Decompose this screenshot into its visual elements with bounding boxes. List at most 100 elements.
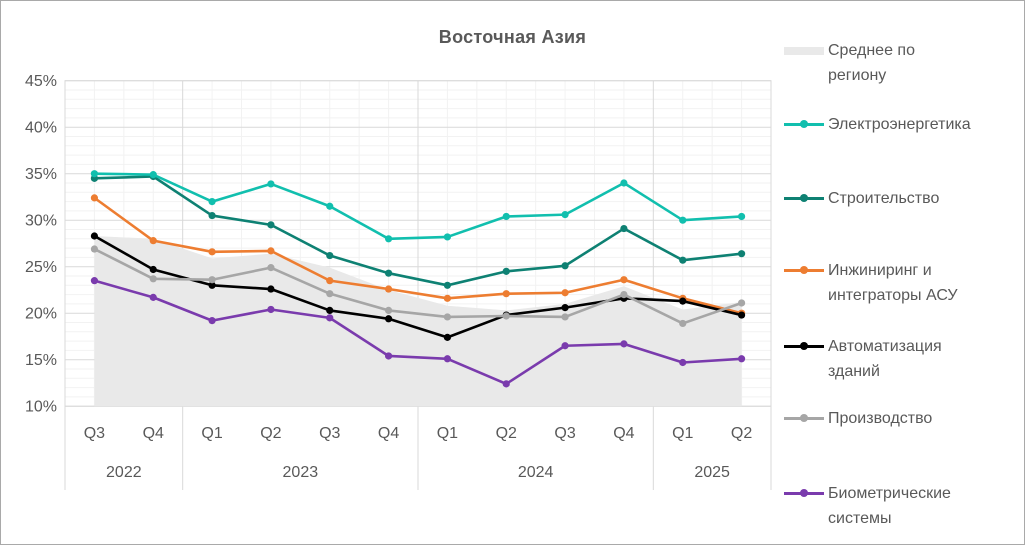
x-tick-label: Q4 bbox=[613, 425, 634, 442]
data-point-marker bbox=[267, 285, 275, 293]
data-point-marker bbox=[679, 216, 687, 224]
y-tick-label: 35% bbox=[25, 166, 57, 183]
data-point-marker bbox=[384, 285, 393, 293]
data-point-marker bbox=[208, 281, 216, 289]
legend-item-2: Электроэнергетика bbox=[784, 112, 971, 137]
y-tick-label: 30% bbox=[25, 213, 57, 230]
x-tick-label: Q2 bbox=[260, 425, 281, 442]
data-point-marker bbox=[208, 211, 216, 220]
legend-line-swatch bbox=[784, 258, 828, 283]
data-point-marker bbox=[443, 233, 452, 241]
data-point-marker bbox=[561, 304, 569, 312]
line-swatch-marker-icon bbox=[800, 342, 808, 350]
data-point-marker bbox=[149, 237, 157, 245]
y-axis-labels: 45% 40% 35% 30% 25% 20% 15% 10% bbox=[25, 73, 57, 416]
data-point-marker bbox=[502, 212, 510, 221]
data-point-marker bbox=[384, 269, 393, 277]
year-label: 2022 bbox=[106, 464, 142, 481]
series-электроэнергетика bbox=[90, 170, 746, 243]
y-tick-label: 15% bbox=[25, 352, 57, 369]
x-tick-label: Q3 bbox=[554, 425, 575, 442]
x-tick-label: Q4 bbox=[378, 425, 399, 442]
x-tick-label: Q3 bbox=[84, 425, 105, 442]
legend-label: Биометрические системы bbox=[828, 484, 951, 527]
data-point-marker bbox=[561, 342, 569, 350]
data-point-marker bbox=[561, 313, 569, 321]
series-line bbox=[93, 172, 743, 241]
series-line bbox=[93, 196, 743, 315]
data-point-marker bbox=[502, 267, 510, 275]
y-tick-label: 20% bbox=[25, 306, 57, 323]
data-point-marker bbox=[737, 311, 746, 319]
data-point-marker bbox=[679, 297, 687, 305]
data-point-marker bbox=[149, 171, 157, 179]
data-point-marker bbox=[679, 256, 687, 264]
data-point-marker bbox=[326, 277, 334, 285]
legend: Среднее по региону Электроэнергетика Строи… bbox=[784, 1, 1022, 544]
data-point-marker bbox=[208, 317, 216, 325]
data-point-marker bbox=[443, 313, 452, 321]
data-point-marker bbox=[326, 306, 334, 315]
data-point-marker bbox=[384, 235, 393, 243]
legend-item-6: Производство bbox=[784, 406, 932, 431]
data-point-marker bbox=[208, 198, 216, 206]
data-point-marker bbox=[90, 232, 99, 240]
x-tick-label: Q1 bbox=[437, 425, 458, 442]
data-point-marker bbox=[502, 312, 510, 320]
data-point-marker bbox=[620, 224, 628, 233]
legend-item-5: Автоматизация зданий bbox=[784, 334, 942, 384]
data-point-marker bbox=[326, 202, 334, 210]
data-point-marker bbox=[620, 291, 628, 299]
data-point-marker bbox=[561, 262, 569, 270]
data-point-marker bbox=[679, 319, 687, 328]
data-point-marker bbox=[561, 211, 569, 219]
series-area-average bbox=[94, 236, 742, 407]
x-tick-label: Q2 bbox=[731, 425, 752, 442]
y-tick-label: 25% bbox=[25, 259, 57, 276]
legend-label: Строительство bbox=[828, 189, 940, 207]
data-point-marker bbox=[149, 265, 157, 274]
y-tick-label: 40% bbox=[25, 120, 57, 137]
legend-line-swatch bbox=[784, 334, 828, 359]
data-point-marker bbox=[90, 194, 99, 202]
data-point-marker bbox=[326, 314, 334, 322]
chart-title: Восточная Азия bbox=[438, 27, 587, 47]
data-point-marker bbox=[620, 276, 628, 284]
year-label: 2024 bbox=[518, 464, 554, 481]
line-swatch-marker-icon bbox=[800, 266, 808, 274]
data-point-marker bbox=[443, 281, 452, 289]
line-swatch-marker-icon bbox=[800, 489, 808, 497]
data-point-marker bbox=[384, 315, 393, 323]
line-swatch-marker-icon bbox=[800, 120, 808, 128]
x-tick-label: Q3 bbox=[319, 425, 340, 442]
data-point-marker bbox=[502, 380, 510, 388]
legend-label: Электроэнергетика bbox=[828, 115, 971, 133]
data-point-marker bbox=[679, 358, 687, 367]
x-tick-label: Q4 bbox=[143, 425, 164, 442]
data-point-marker bbox=[149, 275, 157, 283]
y-tick-label: 45% bbox=[25, 73, 57, 90]
x-tick-label: Q1 bbox=[672, 425, 693, 442]
data-point-marker bbox=[443, 294, 452, 302]
data-point-marker bbox=[620, 179, 628, 187]
data-point-marker bbox=[737, 250, 746, 258]
data-point-marker bbox=[267, 264, 275, 272]
data-point-marker bbox=[561, 289, 569, 297]
year-label: 2025 bbox=[694, 464, 730, 481]
legend-item-7: Биометрические системы bbox=[784, 481, 951, 531]
legend-line-swatch bbox=[784, 112, 828, 137]
y-tick-label: 10% bbox=[25, 399, 57, 416]
data-point-marker bbox=[737, 355, 746, 363]
data-point-marker bbox=[267, 305, 275, 314]
legend-line-swatch bbox=[784, 481, 828, 506]
data-point-marker bbox=[267, 180, 275, 188]
legend-label: Автоматизация зданий bbox=[828, 337, 942, 380]
series-биометрические-системы bbox=[90, 277, 746, 388]
series-line bbox=[93, 279, 743, 386]
data-point-marker bbox=[737, 299, 746, 307]
legend-label: Инжиниринг и интеграторы АСУ bbox=[828, 261, 958, 304]
year-label: 2023 bbox=[283, 464, 319, 481]
series-line bbox=[93, 175, 743, 287]
series-line bbox=[93, 247, 743, 325]
